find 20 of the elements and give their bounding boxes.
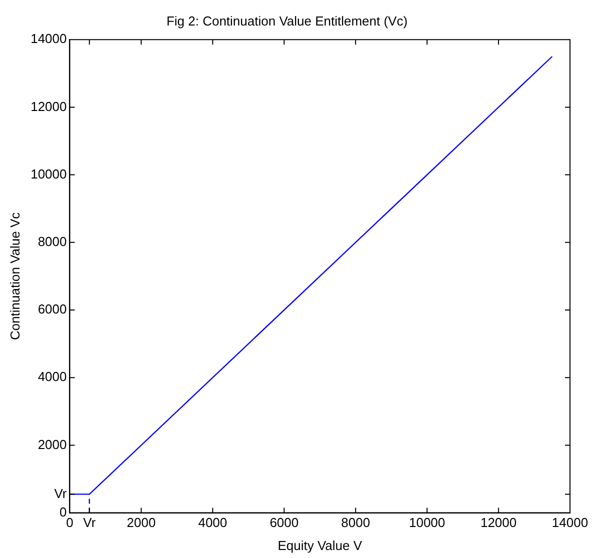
x-tick-label: 14000 [552,515,588,530]
y-tick-label: 6000 [38,302,67,317]
y-tick-label: 2000 [38,436,67,452]
x-tick-label: Vr [83,515,96,530]
x-tick-label: 10000 [408,515,446,530]
y-tick-label: 12000 [30,98,67,114]
y-tick-label: 4000 [38,369,67,384]
y-tick-label: 0 [60,504,67,520]
x-tick-label: 12000 [480,515,517,530]
chart-title: Fig 2: Continuation Value Entitlement (Vc) [166,13,408,28]
x-tick-label: 8000 [341,515,370,530]
y-tick-label: 14000 [30,31,67,46]
x-axis-title: Equity Value V [278,538,362,553]
y-tick-label: 8000 [38,234,67,249]
y-tick-label: Vr [54,486,68,501]
x-tick-label: 2000 [126,515,156,530]
y-tick-label: 10000 [30,166,67,182]
y-axis-title: Continuation Value Vc [7,212,22,340]
x-tick-label: 6000 [270,515,299,530]
x-tick-label: 4000 [198,515,228,530]
